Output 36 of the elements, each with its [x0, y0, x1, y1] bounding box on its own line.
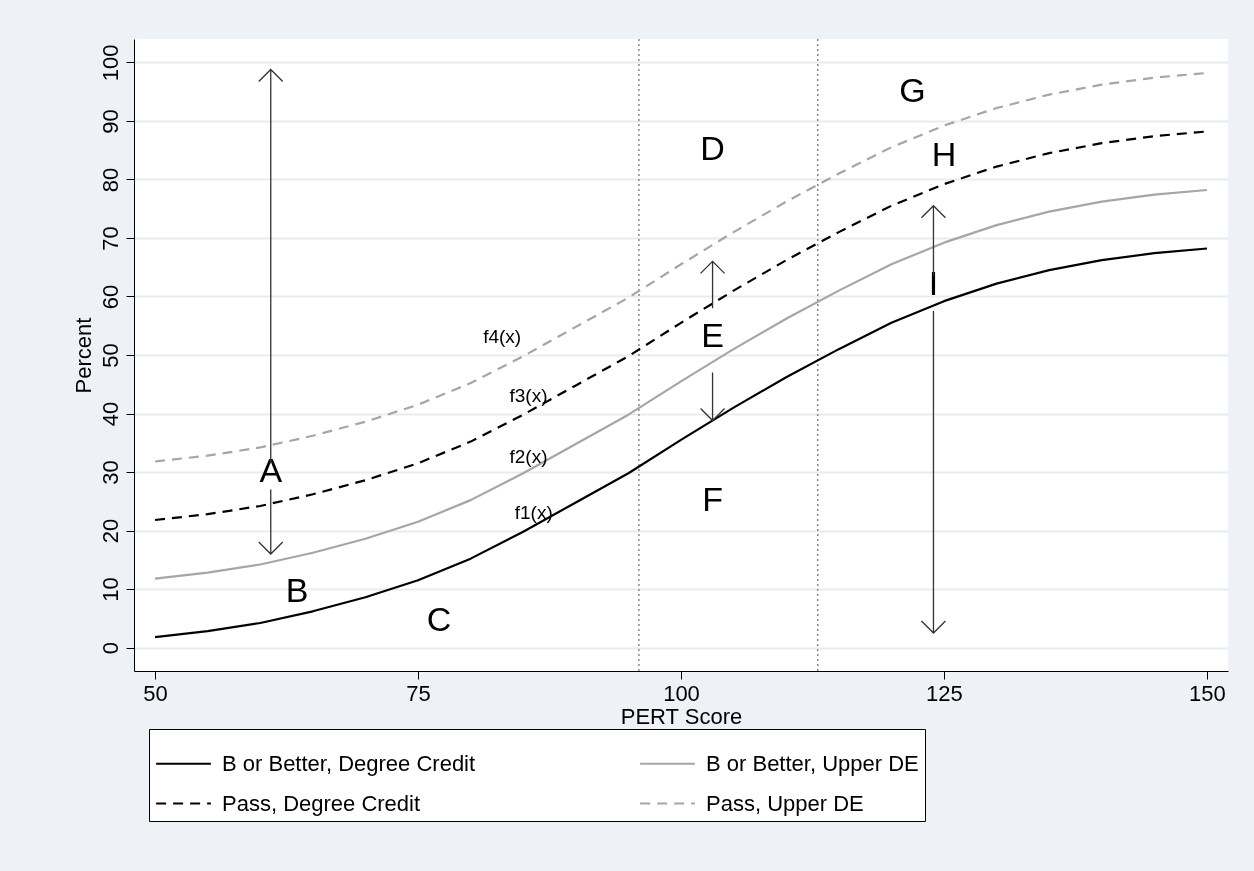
y-tick-label: 60: [97, 284, 123, 310]
y-tick-label: 70: [97, 226, 123, 251]
x-tick-label: 150: [1189, 680, 1226, 706]
y-tick-label: 50: [97, 343, 123, 368]
y-tick-label: 20: [97, 518, 123, 544]
x-tick-label: 50: [143, 680, 168, 706]
y-tick-label: 80: [97, 167, 123, 193]
legend-label: Pass, Degree Credit: [222, 790, 421, 816]
legend-label: B or Better, Upper DE: [706, 750, 919, 776]
y-tick-label: 40: [97, 401, 123, 427]
y-tick-label: 90: [97, 109, 123, 134]
y-tick-label: 30: [97, 460, 123, 485]
y-tick-label: 0: [97, 641, 123, 655]
annotation: E: [701, 316, 724, 355]
x-axis-title: PERT Score: [620, 703, 743, 729]
y-axis-title: Percent: [70, 317, 96, 394]
line-series: [153, 247, 1209, 639]
y-tick-label: 10: [97, 577, 123, 602]
legend-label: Pass, Upper DE: [706, 790, 864, 816]
annotation: f3(x): [509, 384, 548, 406]
annotation: C: [426, 600, 452, 639]
annotation: H: [931, 135, 957, 174]
x-tick-label: 100: [663, 680, 700, 706]
annotation: f4(x): [483, 326, 522, 348]
y-tick-label: 100: [97, 44, 123, 82]
annotation: G: [899, 70, 926, 109]
x-tick-label: 75: [406, 680, 431, 706]
line-series: [153, 188, 1209, 580]
annotation: f2(x): [509, 446, 548, 468]
annotation: A: [259, 451, 283, 490]
annotation: B: [285, 571, 309, 609]
x-tick-label: 125: [926, 680, 963, 706]
annotation: D: [700, 129, 725, 168]
annotation: f1(x): [514, 502, 553, 523]
legend-label: B or Better, Degree Credit: [222, 750, 476, 776]
annotation: F: [702, 480, 723, 519]
